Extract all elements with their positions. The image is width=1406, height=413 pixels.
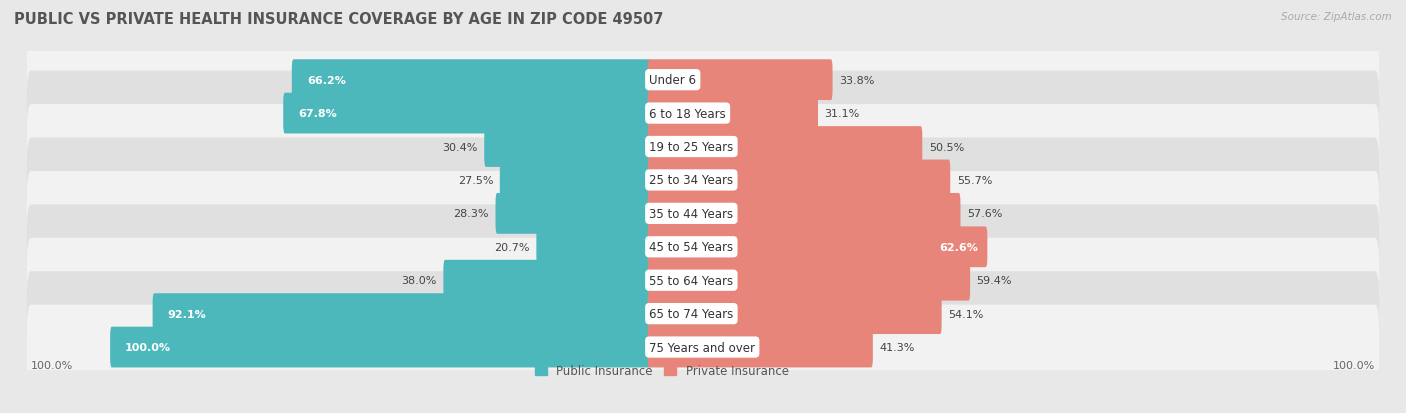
FancyBboxPatch shape: [484, 127, 651, 168]
FancyBboxPatch shape: [648, 160, 950, 201]
FancyBboxPatch shape: [292, 60, 651, 101]
FancyBboxPatch shape: [495, 194, 651, 234]
FancyBboxPatch shape: [443, 260, 651, 301]
Text: 59.4%: 59.4%: [977, 275, 1012, 285]
Text: 54.1%: 54.1%: [948, 309, 983, 319]
Text: 45 to 54 Years: 45 to 54 Years: [650, 241, 734, 254]
FancyBboxPatch shape: [27, 105, 1379, 190]
FancyBboxPatch shape: [27, 238, 1379, 323]
Text: 38.0%: 38.0%: [402, 275, 437, 285]
Text: 41.3%: 41.3%: [879, 342, 915, 352]
Text: 67.8%: 67.8%: [298, 109, 337, 119]
Text: 55.7%: 55.7%: [956, 176, 993, 185]
FancyBboxPatch shape: [648, 60, 832, 101]
Legend: Public Insurance, Private Insurance: Public Insurance, Private Insurance: [534, 364, 789, 377]
FancyBboxPatch shape: [648, 260, 970, 301]
FancyBboxPatch shape: [499, 160, 651, 201]
Text: 75 Years and over: 75 Years and over: [650, 341, 755, 354]
FancyBboxPatch shape: [27, 271, 1379, 356]
Text: 31.1%: 31.1%: [824, 109, 859, 119]
Text: 50.5%: 50.5%: [929, 142, 965, 152]
Text: 57.6%: 57.6%: [967, 209, 1002, 219]
FancyBboxPatch shape: [110, 327, 651, 368]
Text: 33.8%: 33.8%: [839, 76, 875, 85]
FancyBboxPatch shape: [153, 294, 651, 334]
Text: 6 to 18 Years: 6 to 18 Years: [650, 107, 725, 120]
Text: 27.5%: 27.5%: [458, 176, 494, 185]
FancyBboxPatch shape: [648, 227, 987, 268]
Text: 20.7%: 20.7%: [495, 242, 530, 252]
Text: 100.0%: 100.0%: [1333, 361, 1375, 370]
Text: Source: ZipAtlas.com: Source: ZipAtlas.com: [1281, 12, 1392, 22]
FancyBboxPatch shape: [648, 194, 960, 234]
Text: 30.4%: 30.4%: [443, 142, 478, 152]
FancyBboxPatch shape: [536, 227, 651, 268]
FancyBboxPatch shape: [27, 171, 1379, 256]
Text: 28.3%: 28.3%: [454, 209, 489, 219]
Text: 65 to 74 Years: 65 to 74 Years: [650, 307, 734, 320]
FancyBboxPatch shape: [648, 294, 942, 334]
FancyBboxPatch shape: [648, 127, 922, 168]
FancyBboxPatch shape: [648, 327, 873, 368]
Text: 55 to 64 Years: 55 to 64 Years: [650, 274, 734, 287]
Text: 25 to 34 Years: 25 to 34 Years: [650, 174, 734, 187]
Text: 35 to 44 Years: 35 to 44 Years: [650, 207, 734, 220]
Text: 92.1%: 92.1%: [167, 309, 207, 319]
FancyBboxPatch shape: [27, 138, 1379, 223]
FancyBboxPatch shape: [27, 305, 1379, 389]
Text: 100.0%: 100.0%: [125, 342, 172, 352]
FancyBboxPatch shape: [283, 93, 651, 134]
Text: 62.6%: 62.6%: [939, 242, 977, 252]
FancyBboxPatch shape: [648, 93, 818, 134]
Text: PUBLIC VS PRIVATE HEALTH INSURANCE COVERAGE BY AGE IN ZIP CODE 49507: PUBLIC VS PRIVATE HEALTH INSURANCE COVER…: [14, 12, 664, 27]
FancyBboxPatch shape: [27, 205, 1379, 290]
Text: Under 6: Under 6: [650, 74, 696, 87]
Text: 100.0%: 100.0%: [31, 361, 73, 370]
Text: 66.2%: 66.2%: [307, 76, 346, 85]
Text: 19 to 25 Years: 19 to 25 Years: [650, 141, 734, 154]
FancyBboxPatch shape: [27, 71, 1379, 156]
FancyBboxPatch shape: [27, 38, 1379, 123]
